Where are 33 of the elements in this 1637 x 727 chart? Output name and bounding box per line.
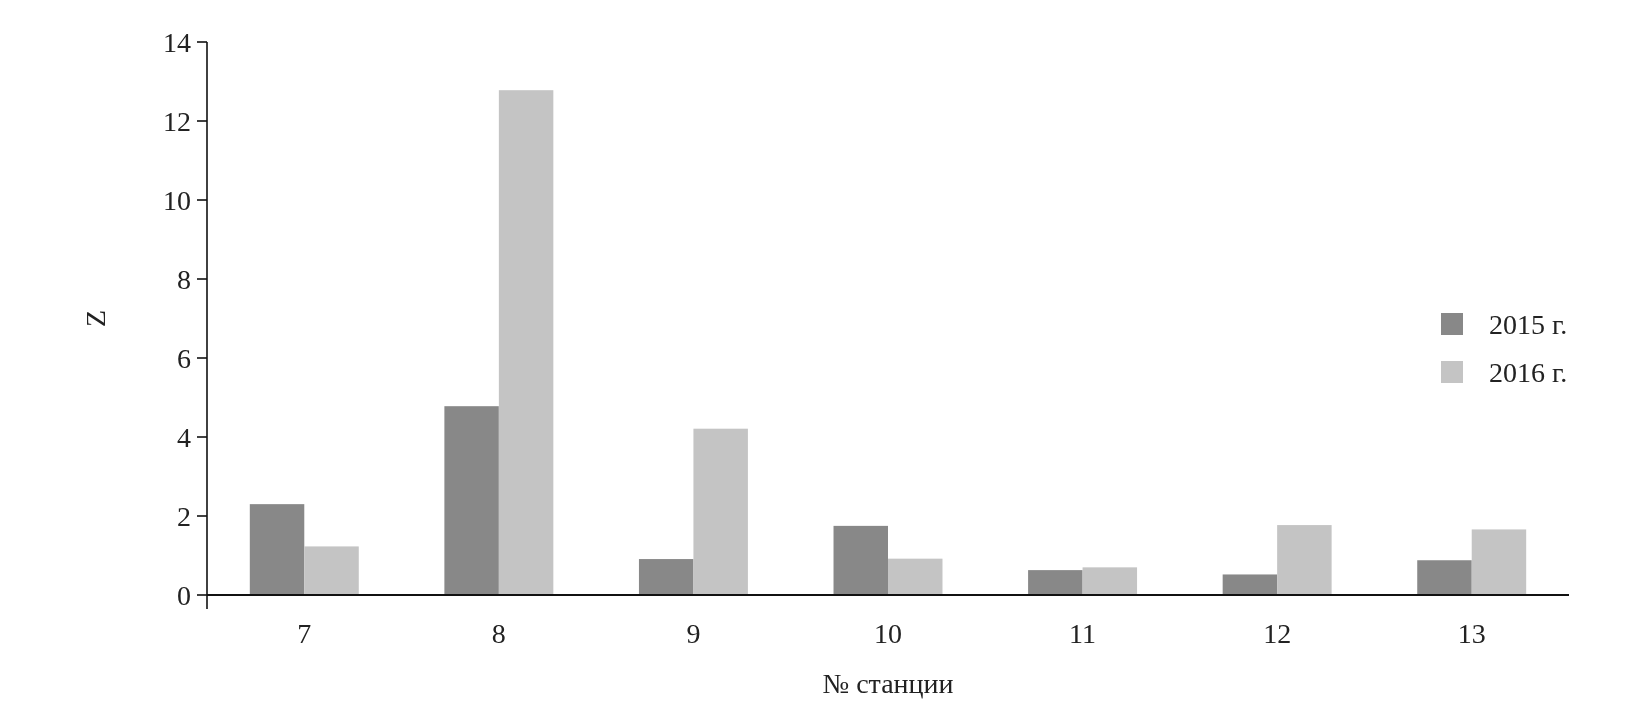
bar: [833, 525, 888, 595]
bar: [249, 504, 305, 595]
y-tick-label: 0: [177, 579, 191, 611]
bar: [1417, 560, 1472, 595]
x-tick-label: 9: [686, 618, 701, 649]
bar: [638, 559, 694, 595]
x-tick-label: 8: [491, 618, 506, 649]
y-tick-label: 2: [177, 500, 191, 532]
x-tick-label: 11: [1069, 618, 1097, 649]
x-tick-label: 12: [1263, 618, 1292, 649]
legend-label: 2016 г.: [1489, 356, 1568, 388]
bar: [1082, 567, 1138, 595]
bar: [1028, 570, 1083, 595]
y-tick-label: 4: [177, 421, 191, 453]
legend-label: 2015 г.: [1489, 308, 1568, 340]
bar: [498, 90, 554, 595]
bar: [1222, 574, 1278, 595]
x-tick-label: 10: [874, 618, 902, 649]
x-axis-title: № станции: [822, 668, 954, 699]
bar: [693, 428, 748, 595]
y-axis-title: Z: [80, 309, 111, 328]
y-tick-label: 8: [177, 263, 191, 295]
y-tick-label: 6: [177, 342, 191, 374]
y-tick-label: 14: [163, 26, 191, 58]
y-tick-label: 12: [163, 105, 191, 137]
bar: [304, 546, 359, 595]
bar: [1471, 529, 1527, 595]
bar: [444, 406, 499, 595]
x-tick-label: 13: [1457, 618, 1486, 649]
x-tick-label: 7: [297, 618, 312, 649]
bar: [1277, 525, 1332, 595]
y-tick-label: 10: [163, 184, 191, 216]
bar: [888, 558, 943, 595]
